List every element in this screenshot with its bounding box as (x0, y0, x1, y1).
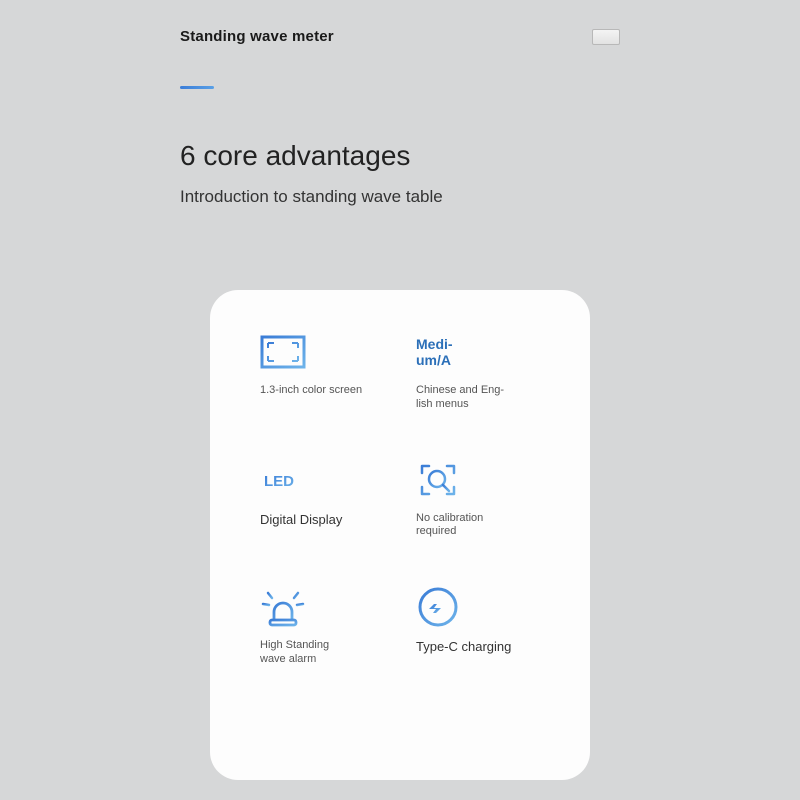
screen-icon (260, 330, 306, 374)
feature-alarm: High Standing wave alarm (260, 585, 396, 667)
feature-label: Type-C charging (416, 639, 511, 655)
features-grid: 1.3-inch color screen Medi- um/A Chinese… (260, 330, 552, 667)
feature-label: High Standing wave alarm (260, 639, 329, 667)
feature-typec: Type-C charging (416, 585, 552, 667)
feature-label: 1.3-inch color screen (260, 384, 362, 398)
svg-text:LED: LED (264, 473, 294, 490)
product-thumb (592, 29, 620, 45)
alarm-icon (260, 585, 306, 629)
page-title: 6 core advantages (180, 140, 410, 172)
feature-label: No calibration required (416, 512, 483, 540)
feature-screen: 1.3-inch color screen (260, 330, 396, 412)
typec-icon (416, 585, 460, 629)
feature-label: Digital Display (260, 512, 342, 528)
header: Standing wave meter (180, 28, 620, 45)
features-card: 1.3-inch color screen Medi- um/A Chinese… (210, 290, 590, 780)
feature-no-calibration: No calibration required (416, 458, 552, 540)
feature-language: Medi- um/A Chinese and Eng- lish menus (416, 330, 552, 412)
calibration-icon (416, 458, 460, 502)
led-icon: LED (260, 458, 304, 502)
accent-bar (180, 86, 214, 89)
feature-label: Chinese and Eng- lish menus (416, 384, 504, 412)
language-icon: Medi- um/A (416, 330, 453, 374)
feature-digital-display: LED Digital Display (260, 458, 396, 540)
page-subtitle: Introduction to standing wave table (180, 186, 500, 209)
header-title: Standing wave meter (180, 28, 334, 45)
